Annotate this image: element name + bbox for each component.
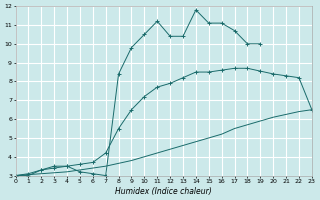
X-axis label: Humidex (Indice chaleur): Humidex (Indice chaleur) (115, 187, 212, 196)
